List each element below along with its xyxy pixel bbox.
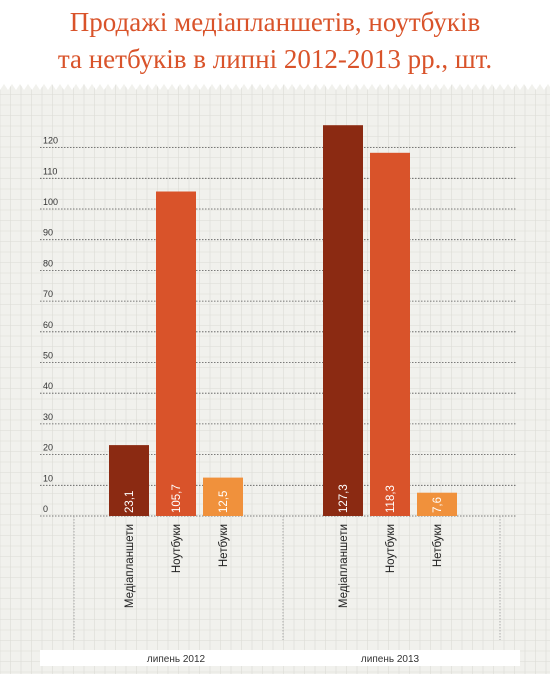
bar-value-label: 118,3	[385, 485, 397, 513]
y-tick-label: 60	[43, 320, 53, 330]
y-tick-label: 40	[43, 381, 53, 391]
chart-title: Продажі медіапланшетів, ноутбуків та нет…	[0, 4, 550, 78]
category-label: Медіапланшети	[338, 524, 350, 608]
bar	[203, 477, 243, 516]
chart-background	[0, 84, 550, 674]
y-tick-label: 30	[43, 412, 53, 422]
group-label: липень 2013	[361, 654, 420, 665]
bar-value-label: 7,6	[432, 497, 444, 513]
bar-value-label: 23,1	[124, 491, 136, 513]
category-label: Нетбуки	[218, 524, 230, 567]
y-tick-label: 50	[43, 351, 53, 361]
y-tick-label: 70	[43, 289, 53, 299]
bar	[417, 492, 457, 516]
bar-value-label: 127,3	[338, 484, 350, 513]
category-label: Ноутбуки	[171, 524, 183, 573]
y-tick-label: 100	[43, 197, 58, 207]
bar-value-label: 12,5	[218, 491, 230, 513]
category-label: Ноутбуки	[385, 524, 397, 573]
y-tick-label: 90	[43, 228, 53, 238]
bar	[323, 125, 363, 516]
group-label-strip	[40, 650, 520, 666]
group-label: липень 2012	[147, 654, 206, 665]
bar	[156, 191, 196, 516]
paper-top-edge	[0, 78, 550, 90]
y-tick-label: 110	[43, 166, 57, 176]
chart-title-line-1: Продажі медіапланшетів, ноутбуків	[69, 7, 481, 37]
background-grid	[0, 83, 550, 674]
y-tick-label: 0	[43, 504, 48, 514]
y-tick-label: 120	[43, 136, 58, 146]
bar	[109, 445, 149, 516]
chart-title-line-2: та нетбуків в липні 2012-2013 рр., шт.	[57, 44, 493, 74]
y-tick-label: 10	[43, 473, 53, 483]
category-label: Нетбуки	[432, 524, 444, 567]
bar-value-label: 105,7	[171, 484, 183, 513]
y-tick-label: 20	[43, 443, 53, 453]
category-label: Медіапланшети	[124, 524, 136, 608]
bar	[370, 152, 410, 517]
y-tick-label: 80	[43, 258, 53, 268]
